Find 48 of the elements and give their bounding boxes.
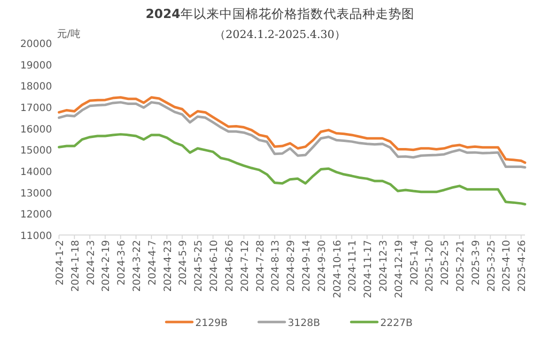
x-tick-label: 2024-4-7 — [147, 240, 158, 286]
x-tick-label: 2024-7-28 — [255, 240, 266, 292]
x-tick-label: 2024-6-26 — [224, 240, 236, 292]
x-tick-label: 2024-1-2 — [55, 240, 66, 286]
x-tick-label: 2024-12-19 — [394, 240, 405, 298]
y-tick-label: 16000 — [20, 124, 52, 136]
x-tick-label: 2024-7-12 — [240, 240, 251, 292]
x-tick-label: 2024-3-6 — [116, 240, 128, 286]
x-tick-label: 2025-3-25 — [486, 240, 498, 292]
chart-title: 2024年以来中国棉花价格指数代表品种走势图 — [146, 6, 414, 21]
x-tick-label: 2024-8-29 — [286, 240, 298, 292]
x-tick-label: 2024-11-1 — [348, 240, 359, 292]
x-tick-label: 2025-4-10 — [502, 240, 513, 292]
legend-label: 2129B — [195, 318, 228, 329]
x-tick-label: 2024-9-30 — [316, 240, 328, 292]
line-series — [58, 133, 526, 206]
y-tick-label: 18000 — [20, 82, 52, 93]
x-tick-label: 2025-1-20 — [424, 240, 436, 292]
x-tick-label: 2025-2-5 — [440, 240, 452, 286]
y-tick-label: 20000 — [20, 39, 52, 50]
x-tick-label: 2024-10-16 — [332, 240, 344, 298]
legend-label: 3128B — [288, 318, 320, 329]
legend-label: 2227B — [380, 318, 413, 329]
y-tick-label: 17000 — [20, 103, 52, 114]
x-tick-label: 2024-8-13 — [270, 240, 282, 292]
x-tick-label: 2024-4-23 — [162, 240, 174, 292]
x-tick-label: 2024-5-25 — [194, 240, 205, 292]
x-tick-label: 2025-2-21 — [456, 240, 467, 292]
x-tick-label: 2024-12-3 — [378, 240, 390, 292]
y-tick-label: 11000 — [20, 231, 52, 242]
x-tick-label: 2024-3-22 — [132, 240, 144, 292]
y-tick-label: 19000 — [20, 60, 52, 72]
y-axis-title: 元/吨 — [57, 28, 80, 40]
x-tick-label: 2024-11-17 — [363, 240, 374, 298]
x-tick-label: 2024-5-9 — [178, 240, 190, 286]
y-tick-label: 13000 — [20, 188, 52, 200]
chart-subtitle: （2024.1.2-2025.4.30） — [214, 28, 346, 41]
x-tick-label: 2025-1-4 — [409, 240, 420, 286]
x-tick-label: 2024-6-10 — [209, 240, 220, 292]
y-tick-label: 15000 — [20, 146, 52, 157]
x-tick-label: 2025-4-26 — [517, 240, 528, 292]
x-tick-label: 2024-2-3 — [86, 240, 97, 286]
y-tick-label: 12000 — [20, 210, 52, 221]
x-tick-label: 2025-3-9 — [470, 240, 482, 286]
y-tick-label: 14000 — [20, 167, 52, 178]
x-tick-label: 2024-1-18 — [70, 240, 82, 292]
x-tick-label: 2024-2-19 — [101, 240, 112, 292]
x-tick-label: 2024-9-14 — [301, 240, 312, 292]
